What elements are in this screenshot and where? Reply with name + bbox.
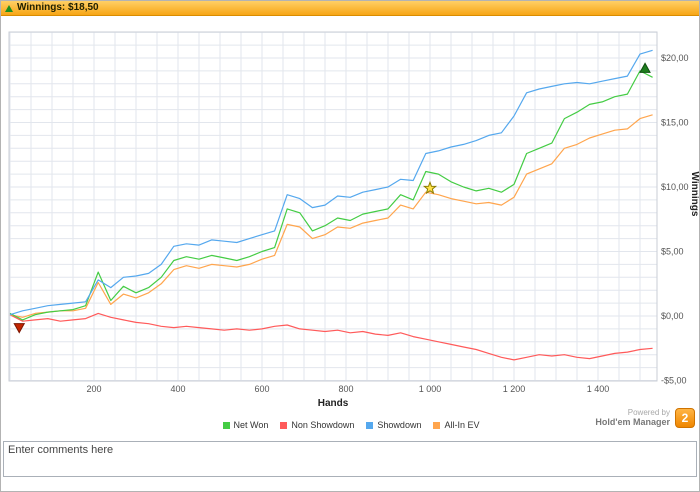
plot-border xyxy=(8,31,658,382)
svg-text:$20,00: $20,00 xyxy=(661,53,689,63)
svg-text:$15,00: $15,00 xyxy=(661,118,689,128)
svg-text:1 000: 1 000 xyxy=(419,384,442,394)
legend-item-all-in-ev: All-In EV xyxy=(433,420,479,430)
legend-swatch-icon xyxy=(222,421,230,429)
svg-text:1 400: 1 400 xyxy=(587,384,610,394)
grid xyxy=(9,31,657,381)
series-showdown xyxy=(9,49,653,316)
powered-by-label: Powered by xyxy=(627,408,670,418)
legend: Net Won Non Showdown Showdown All-In EV xyxy=(1,420,699,430)
y-tick-labels: -$5,00 $0,00 $5,00 $10,00 $15,00 $20,00 xyxy=(661,53,689,386)
titlebar: Winnings: $18,50 xyxy=(1,1,699,16)
markers xyxy=(13,62,651,334)
star-marker xyxy=(422,180,438,195)
titlebar-winnings-label: Winnings: $18,50 xyxy=(17,2,99,13)
comments-input[interactable] xyxy=(3,441,697,477)
x-tick-labels: 200 400 600 800 1 000 1 200 1 400 xyxy=(86,384,609,394)
holdem-manager-label: Hold'em Manager xyxy=(595,417,670,428)
svg-text:400: 400 xyxy=(170,384,185,394)
svg-text:600: 600 xyxy=(254,384,269,394)
svg-text:1 200: 1 200 xyxy=(503,384,526,394)
legend-label: All-In EV xyxy=(444,420,480,430)
legend-label: Net Won xyxy=(233,420,269,430)
svg-text:200: 200 xyxy=(86,384,101,394)
series-non-showdown xyxy=(9,312,653,361)
svg-text:$10,00: $10,00 xyxy=(661,182,689,192)
y-axis-label: Winnings xyxy=(689,172,700,217)
hm2-logo: 2 xyxy=(675,408,695,428)
triangle-down-marker xyxy=(13,323,26,334)
powered-by-text: Powered by Hold'em Manager xyxy=(595,408,670,428)
legend-swatch-icon xyxy=(433,421,441,429)
svg-text:$5,00: $5,00 xyxy=(661,247,684,257)
legend-label: Showdown xyxy=(377,420,422,430)
powered-by: Powered by Hold'em Manager 2 xyxy=(595,408,695,428)
winnings-chart: 200 400 600 800 1 000 1 200 1 400 -$5,00 $0,00 $5… xyxy=(1,16,700,440)
series-all-in-ev xyxy=(9,114,653,318)
svg-text:-$5,00: -$5,00 xyxy=(661,376,687,386)
svg-text:800: 800 xyxy=(338,384,353,394)
series-lines xyxy=(9,49,653,361)
series-net-won xyxy=(9,70,653,321)
winnings-graph-svg: 200 400 600 800 1 000 1 200 1 400 -$5,00 $0,00 $5… xyxy=(8,31,700,409)
legend-swatch-icon xyxy=(280,421,288,429)
x-axis-label: Hands xyxy=(318,398,349,409)
legend-swatch-icon xyxy=(366,421,374,429)
svg-text:$0,00: $0,00 xyxy=(661,311,684,321)
legend-item-non-showdown: Non Showdown xyxy=(280,420,354,430)
legend-item-showdown: Showdown xyxy=(366,420,421,430)
winnings-up-icon xyxy=(5,4,13,12)
legend-label: Non Showdown xyxy=(291,420,355,430)
legend-item-net-won: Net Won xyxy=(222,420,269,430)
triangle-up-marker xyxy=(639,62,651,73)
